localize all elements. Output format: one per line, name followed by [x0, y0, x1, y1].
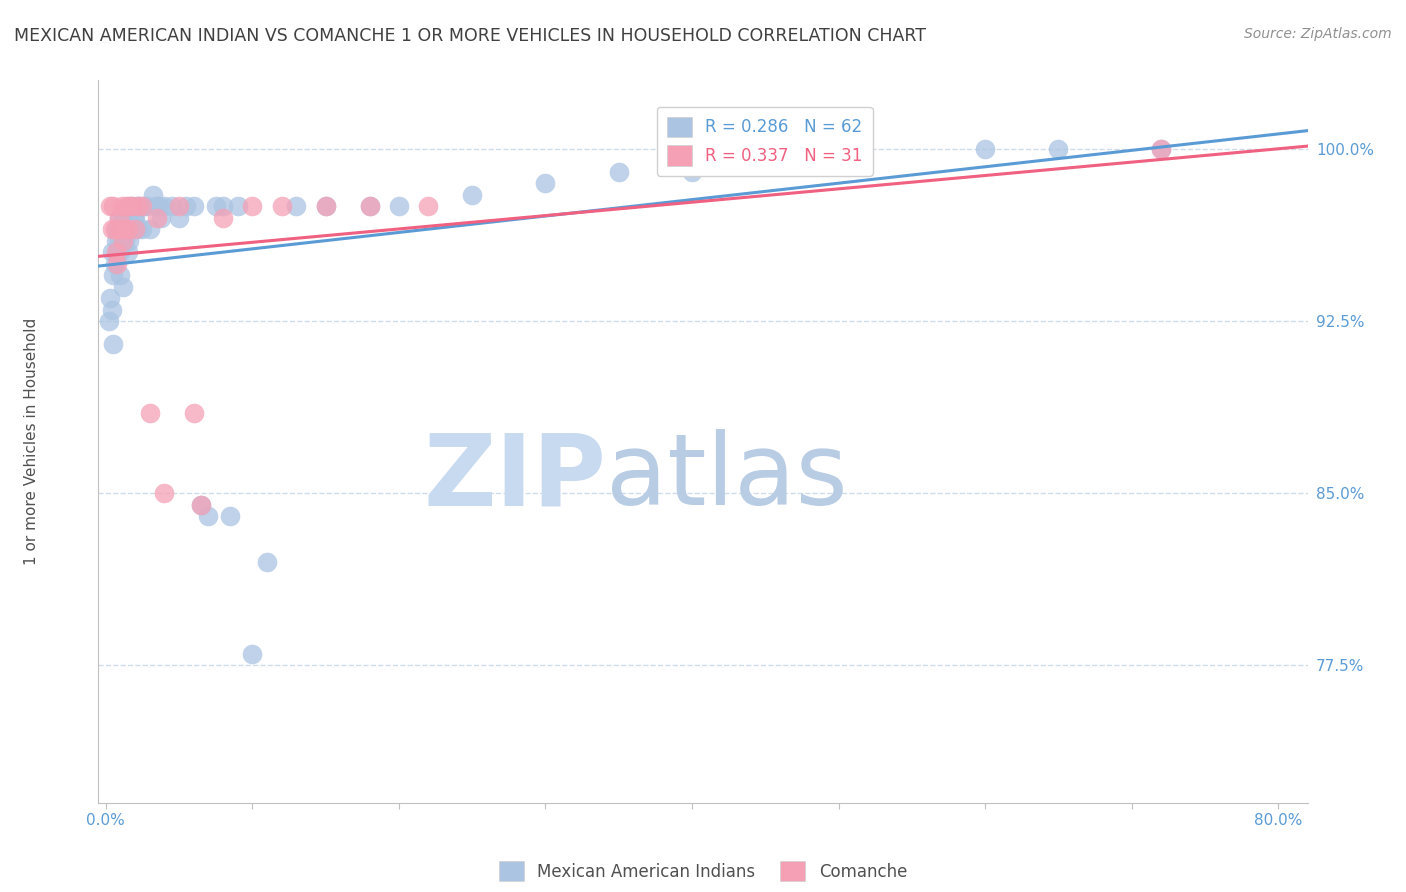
Point: [122, 211, 145, 225]
Point: [461, 188, 484, 202]
Point: [160, 199, 183, 213]
Point: [534, 177, 557, 191]
Point: [112, 234, 135, 248]
Point: [103, 222, 125, 236]
Point: [285, 199, 308, 213]
Point: [124, 211, 146, 225]
Point: [150, 211, 173, 225]
Point: [111, 222, 134, 236]
Point: [127, 222, 149, 236]
Point: [127, 199, 149, 213]
Point: [153, 199, 176, 213]
Point: [607, 165, 630, 179]
Point: [114, 234, 136, 248]
Text: ZIP: ZIP: [423, 429, 606, 526]
Legend: Mexican American Indians, Comanche: Mexican American Indians, Comanche: [492, 855, 914, 888]
Point: [1150, 142, 1173, 156]
Point: [115, 222, 138, 236]
Point: [974, 142, 997, 156]
Point: [111, 199, 134, 213]
Point: [114, 222, 136, 236]
Text: Source: ZipAtlas.com: Source: ZipAtlas.com: [1244, 27, 1392, 41]
Point: [145, 199, 167, 213]
Point: [110, 245, 132, 260]
Point: [219, 509, 242, 524]
Point: [176, 199, 198, 213]
Point: [107, 245, 129, 260]
Point: [117, 245, 139, 260]
Point: [131, 222, 153, 236]
Point: [190, 498, 212, 512]
Point: [315, 199, 337, 213]
Point: [117, 211, 139, 225]
Point: [204, 199, 226, 213]
Point: [388, 199, 411, 213]
Point: [124, 222, 146, 236]
Point: [131, 199, 153, 213]
Point: [240, 647, 263, 661]
Point: [97, 314, 120, 328]
Point: [101, 337, 124, 351]
Point: [101, 199, 124, 213]
Point: [359, 199, 381, 213]
Point: [112, 279, 135, 293]
Point: [120, 199, 142, 213]
Point: [128, 199, 150, 213]
Point: [270, 199, 292, 213]
Point: [142, 188, 165, 202]
Point: [681, 165, 703, 179]
Point: [418, 199, 440, 213]
Point: [138, 406, 160, 420]
Point: [101, 268, 124, 283]
Point: [359, 199, 381, 213]
Point: [167, 211, 190, 225]
Point: [98, 291, 121, 305]
Text: 1 or more Vehicles in Household: 1 or more Vehicles in Household: [24, 318, 39, 566]
Point: [1150, 142, 1173, 156]
Point: [108, 234, 131, 248]
Point: [103, 257, 125, 271]
Point: [1047, 142, 1070, 156]
Point: [100, 302, 122, 317]
Point: [110, 268, 132, 283]
Point: [118, 234, 141, 248]
Point: [132, 199, 155, 213]
Point: [146, 211, 169, 225]
Point: [153, 486, 176, 500]
Point: [110, 222, 132, 236]
Text: MEXICAN AMERICAN INDIAN VS COMANCHE 1 OR MORE VEHICLES IN HOUSEHOLD CORRELATION : MEXICAN AMERICAN INDIAN VS COMANCHE 1 OR…: [14, 27, 927, 45]
Point: [107, 222, 129, 236]
Point: [105, 245, 128, 260]
Point: [108, 211, 131, 225]
Text: atlas: atlas: [606, 429, 848, 526]
Point: [121, 222, 143, 236]
Point: [118, 199, 141, 213]
Point: [240, 199, 263, 213]
Point: [121, 199, 143, 213]
Point: [135, 199, 157, 213]
Point: [108, 211, 131, 225]
Point: [315, 199, 337, 213]
Point: [183, 199, 205, 213]
Point: [117, 222, 139, 236]
Point: [190, 498, 212, 512]
Point: [148, 199, 170, 213]
Point: [100, 222, 122, 236]
Point: [197, 509, 219, 524]
Point: [105, 234, 128, 248]
Point: [827, 153, 849, 168]
Point: [107, 257, 129, 271]
Point: [125, 199, 148, 213]
Point: [115, 199, 138, 213]
Point: [212, 199, 235, 213]
Point: [138, 222, 160, 236]
Point: [98, 199, 121, 213]
Point: [183, 406, 205, 420]
Point: [167, 199, 190, 213]
Point: [112, 211, 135, 225]
Point: [226, 199, 249, 213]
Point: [100, 245, 122, 260]
Point: [212, 211, 235, 225]
Point: [256, 555, 278, 569]
